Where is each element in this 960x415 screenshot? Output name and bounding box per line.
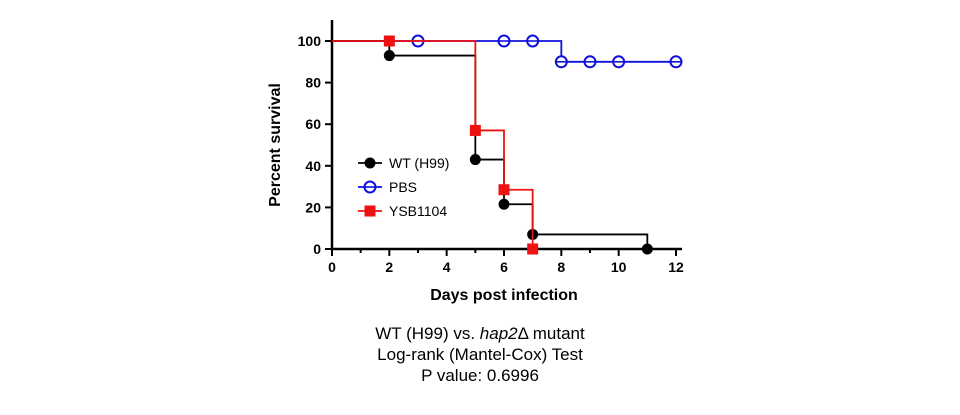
legend-label: YSB1104 bbox=[389, 203, 447, 219]
legend-marker bbox=[364, 157, 376, 169]
caption-line-1-suffix: Δ mutant bbox=[517, 324, 585, 343]
y-axis-title: Percent survival bbox=[267, 83, 284, 207]
data-point bbox=[669, 55, 683, 69]
caption: WT (H99) vs. hap2Δ mutant Log-rank (Mant… bbox=[0, 323, 960, 386]
x-tick-label: 4 bbox=[443, 259, 451, 275]
chart-axes: 0 20 40 60 80 100 0 2 4 6 8 10 12 bbox=[298, 20, 684, 275]
legend-item: WT (H99) bbox=[358, 155, 449, 171]
data-point bbox=[554, 55, 568, 69]
caption-line-1: WT (H99) vs. hap2Δ mutant bbox=[0, 323, 960, 344]
x-tick-label: 10 bbox=[611, 259, 627, 275]
data-point bbox=[526, 34, 540, 48]
data-point bbox=[469, 124, 481, 136]
legend-label: WT (H99) bbox=[389, 155, 449, 171]
caption-line-2: Log-rank (Mantel-Cox) Test bbox=[377, 345, 583, 364]
data-point bbox=[641, 243, 653, 255]
series-wt-h99 bbox=[332, 40, 653, 255]
chart-legend: WT (H99) PBS YSB1104 bbox=[358, 155, 449, 219]
legend-item: PBS bbox=[358, 179, 417, 195]
data-point bbox=[383, 50, 395, 62]
caption-gene-name: hap2 bbox=[479, 324, 518, 343]
data-point bbox=[383, 35, 395, 47]
y-tick-label: 60 bbox=[305, 116, 321, 132]
series-ysb1104 bbox=[332, 35, 539, 255]
caption-line-3: P value: 0.6996 bbox=[421, 366, 539, 385]
x-tick-label: 12 bbox=[668, 259, 684, 275]
chart-series bbox=[332, 34, 683, 255]
legend-marker bbox=[364, 205, 376, 217]
caption-line-1-prefix: WT (H99) vs. bbox=[375, 324, 480, 343]
legend-item: YSB1104 bbox=[358, 203, 447, 219]
y-tick-label: 0 bbox=[313, 241, 321, 257]
x-axis-title: Days post infection bbox=[430, 287, 578, 304]
legend-label: PBS bbox=[389, 179, 417, 195]
data-point bbox=[497, 34, 511, 48]
survival-chart: 0 20 40 60 80 100 0 2 4 6 8 10 12 WT (H99) PBS YSB1104… bbox=[267, 20, 684, 304]
x-tick-label: 2 bbox=[385, 259, 393, 275]
data-point bbox=[583, 55, 597, 69]
data-point bbox=[527, 243, 539, 255]
x-tick-label: 6 bbox=[500, 259, 508, 275]
data-point bbox=[498, 184, 510, 196]
legend-marker bbox=[363, 180, 377, 194]
y-tick-label: 20 bbox=[305, 199, 321, 215]
x-tick-label: 0 bbox=[328, 259, 336, 275]
series-step-line bbox=[332, 40, 649, 249]
data-point bbox=[612, 55, 626, 69]
data-point bbox=[469, 154, 481, 166]
x-tick-label: 8 bbox=[557, 259, 565, 275]
y-tick-label: 100 bbox=[298, 33, 322, 49]
y-tick-label: 80 bbox=[305, 75, 321, 91]
data-point bbox=[498, 198, 510, 210]
series-step-line bbox=[332, 40, 534, 249]
y-tick-label: 40 bbox=[305, 158, 321, 174]
